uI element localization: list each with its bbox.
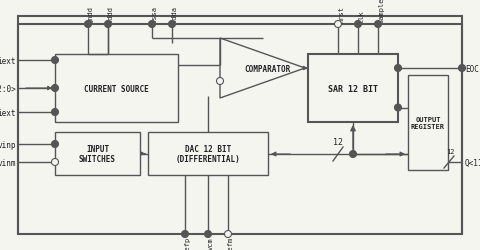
- Text: OUTPUT
REGISTER: OUTPUT REGISTER: [411, 116, 445, 130]
- Circle shape: [51, 159, 59, 166]
- Circle shape: [395, 65, 401, 72]
- Circle shape: [216, 78, 224, 85]
- Circle shape: [51, 141, 59, 148]
- Text: 12: 12: [446, 148, 454, 154]
- Circle shape: [374, 22, 382, 29]
- Circle shape: [395, 104, 401, 112]
- Circle shape: [51, 85, 59, 92]
- Bar: [148, 132, 268, 175]
- Circle shape: [51, 57, 59, 64]
- Circle shape: [355, 22, 361, 29]
- Circle shape: [458, 65, 466, 72]
- Circle shape: [51, 109, 59, 116]
- Text: SAR 12 BIT: SAR 12 BIT: [328, 84, 378, 93]
- Text: vrefm: vrefm: [228, 236, 234, 250]
- Circle shape: [204, 230, 212, 237]
- Circle shape: [349, 151, 357, 158]
- Text: CURRENT SOURCE: CURRENT SOURCE: [84, 84, 149, 93]
- Text: vinp: vinp: [0, 140, 16, 149]
- Bar: [55, 132, 140, 175]
- Text: vcm: vcm: [208, 236, 214, 249]
- Text: vdda: vdda: [172, 6, 178, 23]
- Circle shape: [105, 22, 111, 29]
- Text: EOC: EOC: [465, 64, 479, 73]
- Bar: [55, 55, 178, 122]
- Bar: [308, 55, 398, 122]
- Text: vddd: vddd: [108, 6, 114, 23]
- Text: vssa: vssa: [152, 6, 158, 23]
- Text: INPUT
SWITCHES: INPUT SWITCHES: [79, 144, 116, 164]
- Text: DAC 12 BIT
(DIFFERENTIAL): DAC 12 BIT (DIFFERENTIAL): [176, 144, 240, 164]
- Bar: [408, 76, 448, 170]
- Polygon shape: [220, 39, 305, 98]
- Circle shape: [148, 22, 156, 29]
- Text: 12: 12: [333, 138, 343, 146]
- Text: vrefp: vrefp: [185, 236, 191, 250]
- Bar: [18, 17, 462, 234]
- Circle shape: [181, 230, 189, 237]
- Text: Q<11:0>: Q<11:0>: [465, 158, 480, 167]
- Text: B<2:0>: B<2:0>: [0, 84, 16, 93]
- Circle shape: [335, 22, 341, 29]
- Text: sample: sample: [378, 0, 384, 23]
- Text: gndd: gndd: [88, 6, 94, 23]
- Text: nrst: nrst: [338, 6, 344, 23]
- Text: vinm: vinm: [0, 158, 16, 167]
- Circle shape: [168, 22, 176, 29]
- Circle shape: [84, 22, 92, 29]
- Text: iext: iext: [0, 108, 16, 117]
- Circle shape: [225, 230, 231, 237]
- Text: clk: clk: [358, 10, 364, 23]
- Text: iext: iext: [0, 56, 16, 65]
- Text: COMPARATOR: COMPARATOR: [244, 64, 290, 73]
